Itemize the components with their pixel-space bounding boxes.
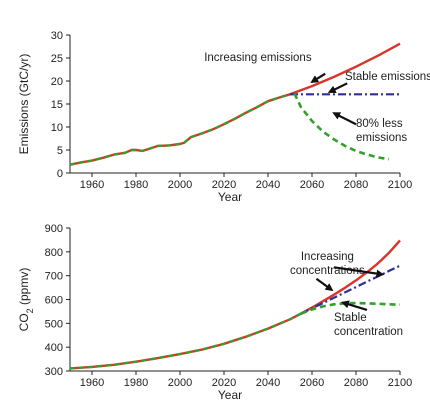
annotation-line: Stable emissions: [345, 71, 430, 83]
annotation-label: Increasing emissions: [204, 52, 312, 64]
annotation-arrow: [315, 277, 334, 292]
y-tick-label: 700: [45, 271, 63, 283]
y-tick-label: 600: [45, 295, 63, 307]
annotation-arrow: [333, 266, 385, 278]
x-tick-label: 2080: [344, 179, 368, 191]
annotation-line: Increasing emissions: [204, 52, 312, 64]
x-tick-label: 2000: [168, 377, 192, 389]
y-axis-title: CO2 (ppmv): [17, 268, 35, 332]
x-axis-title: Year: [218, 388, 242, 402]
y-tick-label: 25: [51, 53, 63, 65]
annotation-line: 80% less: [356, 118, 403, 130]
x-tick-label: 1980: [124, 377, 148, 389]
x-tick-label: 2060: [300, 377, 324, 389]
y-axis-title: Emissions (GtC/yr): [17, 54, 31, 155]
x-tick-label: 2080: [344, 377, 368, 389]
x-tick-label: 2040: [256, 377, 280, 389]
history-line-green-dash: [69, 92, 295, 166]
increasing-line: [289, 42, 401, 96]
history-line-red: [69, 312, 302, 370]
x-tick-label: 2040: [256, 179, 280, 191]
x-tick-label: 2000: [168, 179, 192, 191]
annotation-label: Stable concentration: [334, 312, 403, 338]
annotation-arrow: [340, 300, 368, 312]
x-tick-label: 1980: [124, 179, 148, 191]
x-tick-label: 1960: [80, 377, 104, 389]
annotation-label: 80% less emissions: [356, 118, 407, 144]
y-tick-label: 500: [45, 318, 63, 330]
annotation-arrow: [327, 82, 348, 94]
y-tick-label: 400: [45, 342, 63, 354]
x-tick-label: 2060: [300, 179, 324, 191]
annotation-arrow: [310, 72, 326, 83]
subscript-2: 2: [25, 308, 35, 313]
x-tick-label: 2100: [388, 179, 412, 191]
annotation-line: emissions: [356, 132, 407, 144]
annotation-line: Increasing: [301, 251, 354, 263]
x-tick-label: 1960: [80, 179, 104, 191]
annotation-arrow: [332, 112, 357, 126]
increasing-line: [300, 239, 401, 315]
y-tick-label: 15: [51, 99, 63, 111]
annotation-label: Stable emissions: [345, 71, 430, 83]
x-tick-label: 2020: [212, 377, 236, 389]
annotation-line: Stable: [334, 312, 367, 324]
co2-concentration-chart: 1960 1980 2000 2020 2040 2060 2080 2100 300 400 50…: [17, 223, 412, 402]
y-tick-label: 300: [45, 366, 63, 378]
emissions-chart: 1960 1980 2000 2020 2040 2060 2080 2100 0 5 10 15 20…: [17, 30, 430, 204]
x-tick-label: 2020: [212, 179, 236, 191]
y-tick-label: 0: [57, 168, 63, 180]
history-line-red: [69, 92, 295, 166]
annotation-line: concentrations: [290, 265, 365, 277]
annotation-label: Increasing concentrations: [290, 251, 365, 277]
y-tick-label: 10: [51, 122, 63, 134]
y-tick-label: 30: [51, 30, 63, 42]
reduced-line: [300, 301, 401, 315]
y-tick-label: 5: [57, 145, 63, 157]
reduced-line: [293, 92, 390, 161]
y-tick-label: 800: [45, 247, 63, 259]
y-tick-label: 20: [51, 76, 63, 88]
x-axis-title: Year: [218, 190, 242, 204]
history-line-green-dash: [69, 312, 302, 370]
annotation-line: concentration: [334, 326, 403, 338]
x-tick-label: 2100: [388, 377, 412, 389]
y-tick-label: 900: [45, 223, 63, 235]
